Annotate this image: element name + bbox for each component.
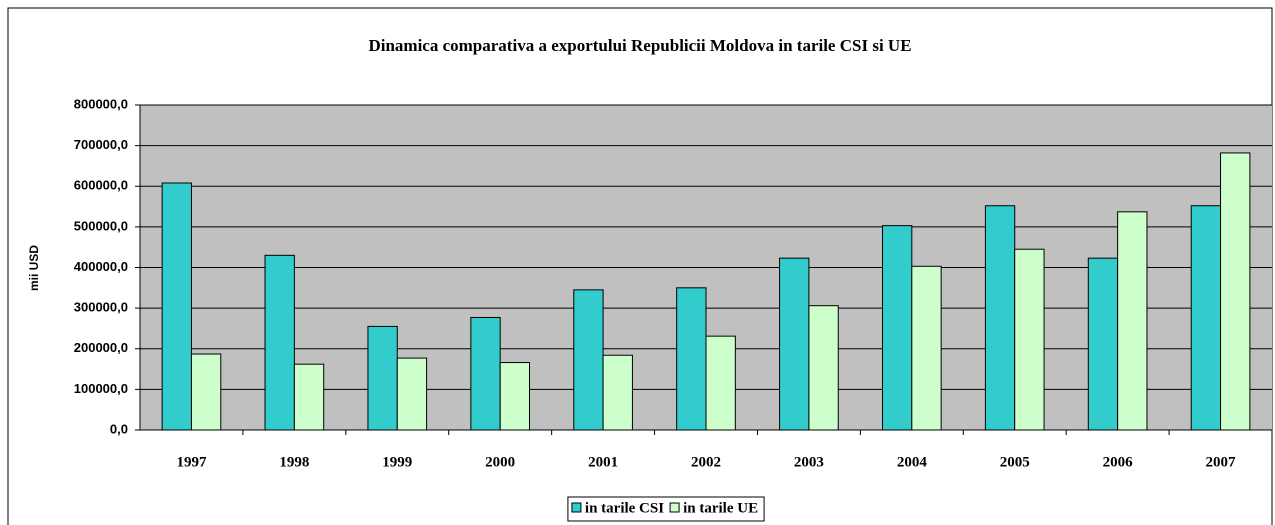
x-tick-label: 2007 bbox=[1206, 454, 1237, 470]
x-tick-label: 2003 bbox=[794, 454, 824, 470]
bar bbox=[1220, 152, 1251, 431]
y-tick-label: 700000,0 bbox=[74, 137, 128, 152]
bar bbox=[911, 265, 942, 431]
x-tick-label: 2004 bbox=[897, 454, 928, 470]
y-axis-label: mii USD bbox=[27, 245, 41, 291]
x-tick-label: 2005 bbox=[1000, 454, 1030, 470]
bar bbox=[396, 357, 428, 431]
bar bbox=[676, 287, 707, 431]
legend-swatch bbox=[669, 502, 680, 513]
y-tick-label: 100000,0 bbox=[74, 381, 128, 396]
y-tick-label: 200000,0 bbox=[74, 340, 128, 355]
bar bbox=[470, 316, 501, 431]
bar bbox=[705, 335, 736, 431]
x-tick-label: 1997 bbox=[176, 454, 207, 470]
bar bbox=[161, 182, 192, 431]
bar bbox=[881, 225, 913, 431]
bar bbox=[602, 354, 633, 431]
bar bbox=[573, 289, 604, 431]
y-tick-label: 800000,0 bbox=[74, 96, 128, 111]
bar bbox=[1014, 248, 1045, 431]
x-tick-label: 1999 bbox=[382, 454, 412, 470]
bar bbox=[293, 363, 325, 431]
x-tick-label: 2002 bbox=[691, 454, 721, 470]
legend-label: in tarile CSI bbox=[585, 500, 664, 516]
legend: in tarile CSI in tarile UE bbox=[567, 496, 765, 522]
y-tick-label: 600000,0 bbox=[74, 178, 128, 193]
x-tick-label: 2001 bbox=[588, 454, 618, 470]
y-tick-label: 400000,0 bbox=[74, 259, 128, 274]
bar bbox=[1117, 211, 1148, 431]
bar bbox=[779, 257, 810, 431]
bar bbox=[499, 362, 531, 431]
chart-title: Dinamica comparativa a exportului Republ… bbox=[368, 36, 911, 55]
bar bbox=[1190, 205, 1222, 431]
bar bbox=[190, 353, 222, 431]
x-tick-label: 2000 bbox=[485, 454, 515, 470]
y-tick-label: 300000,0 bbox=[74, 300, 128, 315]
x-tick-label: 2006 bbox=[1103, 454, 1134, 470]
bar bbox=[1087, 257, 1119, 431]
y-tick-label: 500000,0 bbox=[74, 218, 128, 233]
legend-swatch bbox=[571, 502, 582, 513]
legend-label: in tarile UE bbox=[683, 500, 758, 516]
bar bbox=[367, 325, 398, 431]
bar bbox=[264, 254, 295, 431]
bar bbox=[984, 205, 1016, 431]
y-tick-label: 0,0 bbox=[110, 421, 128, 436]
legend-box bbox=[567, 496, 765, 522]
x-tick-label: 1998 bbox=[279, 454, 309, 470]
bar bbox=[808, 305, 839, 431]
